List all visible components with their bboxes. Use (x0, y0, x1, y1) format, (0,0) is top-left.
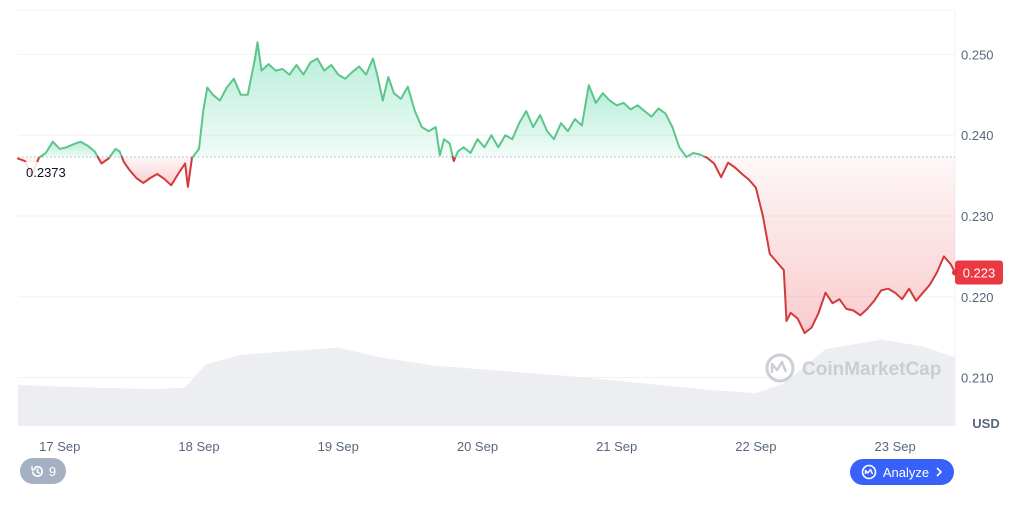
line-segment-down (120, 156, 194, 188)
analyze-label: Analyze (882, 464, 930, 480)
x-tick-label: 21 Sep (596, 439, 637, 454)
x-tick-label: 19 Sep (318, 439, 359, 454)
volume-area (18, 339, 955, 426)
area-below-reference (121, 157, 193, 187)
chevron-right-icon (935, 466, 943, 478)
y-tick-label: 0.220 (961, 290, 994, 305)
price-area (18, 42, 955, 334)
line-segment-down (451, 156, 457, 163)
history-button[interactable]: 9 (20, 458, 66, 484)
x-tick-label: 17 Sep (39, 439, 80, 454)
analyze-button[interactable]: Analyze (850, 459, 954, 485)
y-tick-label: 0.210 (961, 371, 994, 386)
x-axis: 17 Sep 18 Sep 19 Sep 20 Sep 21 Sep 22 Sep 23 S… (39, 439, 916, 454)
x-tick-label: 22 Sep (735, 439, 776, 454)
unit-label: USD (972, 416, 999, 431)
x-tick-label: 18 Sep (178, 439, 219, 454)
analyze-icon (861, 464, 877, 480)
line-segment-up (39, 140, 99, 158)
watermark: CoinMarketCap (765, 353, 941, 383)
y-axis: 0.250 0.240 0.230 0.220 0.210 (961, 47, 994, 385)
line-segment-down (704, 156, 956, 335)
history-icon (30, 464, 45, 479)
x-tick-label: 20 Sep (457, 439, 498, 454)
area-above-reference (109, 148, 122, 158)
reference-label: 0.2373 (22, 162, 70, 182)
coinmarketcap-logo-icon (765, 353, 795, 383)
watermark-text: CoinMarketCap (802, 359, 941, 380)
history-count: 9 (48, 463, 57, 479)
y-tick-label: 0.240 (961, 128, 994, 143)
volume-bars (18, 339, 955, 426)
area-above-reference (40, 141, 98, 158)
area-above-reference (192, 42, 453, 158)
current-price-value: 0.223 (963, 266, 996, 281)
current-price-badge: 0.223 (955, 260, 1003, 285)
line-segment-up (191, 41, 454, 158)
x-tick-label: 23 Sep (875, 439, 916, 454)
y-tick-label: 0.250 (961, 47, 994, 62)
y-tick-label: 0.230 (961, 209, 994, 224)
price-line (17, 41, 956, 335)
line-segment-up (454, 84, 707, 158)
area-below-reference (705, 157, 955, 334)
line-segment-up (108, 147, 123, 158)
reference-value: 0.2373 (26, 165, 66, 180)
area-above-reference (455, 85, 706, 158)
current-price-dot (952, 269, 958, 276)
